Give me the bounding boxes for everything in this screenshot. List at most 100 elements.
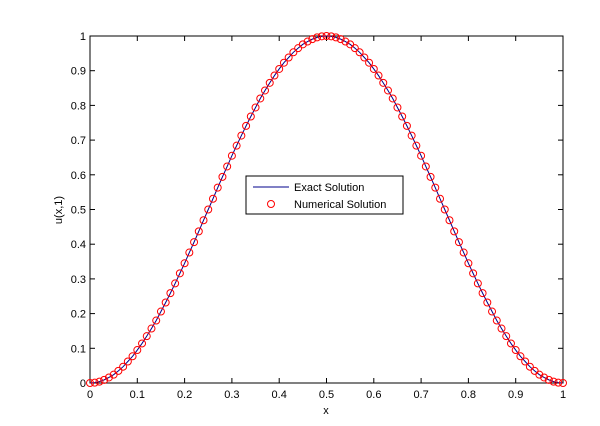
- data-point-numerical-solution: [128, 352, 137, 361]
- data-point-numerical-solution: [540, 373, 549, 382]
- data-point-numerical-solution: [506, 339, 515, 348]
- x-tick-label: 0.1: [130, 389, 145, 401]
- data-point-numerical-solution: [535, 370, 544, 379]
- data-point-numerical-solution: [279, 58, 288, 67]
- legend-label-exact: Exact Solution: [294, 182, 364, 194]
- data-point-numerical-solution: [483, 298, 492, 307]
- data-point-numerical-solution: [450, 227, 459, 236]
- y-tick-label: 0.7: [71, 135, 86, 147]
- legend-marker-numerical: [267, 200, 275, 208]
- data-point-numerical-solution: [251, 103, 260, 112]
- data-point-numerical-solution: [123, 357, 132, 366]
- y-tick-label: 0: [80, 378, 86, 390]
- x-tick-label: 0.9: [508, 389, 523, 401]
- data-point-numerical-solution: [350, 44, 359, 53]
- data-point-numerical-solution: [256, 94, 265, 103]
- data-point-numerical-solution: [190, 238, 199, 247]
- x-tick-label: 0.6: [366, 389, 381, 401]
- data-point-numerical-solution: [313, 33, 322, 42]
- data-point-numerical-solution: [331, 33, 340, 42]
- data-point-numerical-solution: [265, 78, 274, 87]
- data-point-numerical-solution: [156, 307, 165, 316]
- data-point-numerical-solution: [104, 373, 113, 382]
- data-point-numerical-solution: [86, 379, 94, 387]
- data-point-numerical-solution: [544, 375, 553, 384]
- data-point-numerical-solution: [360, 53, 369, 62]
- data-point-numerical-solution: [218, 172, 227, 181]
- data-point-numerical-solution: [180, 259, 189, 268]
- data-point-numerical-solution: [289, 48, 298, 57]
- tick-layer: 0 0.1 0.2 0.3 0.4 0.5 0.6 0.7 0.8 0.9 1 0 0.1 0.2 0.3 0…: [71, 31, 566, 401]
- y-tick-label: 0.8: [71, 100, 86, 112]
- data-point-numerical-solution: [492, 316, 501, 325]
- x-tick-label: 0.3: [224, 389, 239, 401]
- data-point-numerical-solution: [426, 172, 435, 181]
- data-point-numerical-solution: [223, 162, 232, 171]
- data-point-numerical-solution: [298, 40, 307, 49]
- series-layer: [86, 32, 567, 387]
- data-point-numerical-solution: [346, 40, 355, 49]
- data-point-numerical-solution: [421, 162, 430, 171]
- data-point-numerical-solution: [549, 377, 558, 386]
- data-point-numerical-solution: [445, 216, 454, 225]
- data-point-numerical-solution: [275, 64, 284, 73]
- data-point-numerical-solution: [185, 248, 194, 257]
- data-point-numerical-solution: [246, 112, 255, 121]
- x-tick-label: 0.5: [319, 389, 334, 401]
- data-point-numerical-solution: [175, 269, 184, 278]
- data-point-numerical-solution: [161, 298, 170, 307]
- data-point-numerical-solution: [336, 35, 345, 44]
- data-point-numerical-solution: [208, 194, 217, 203]
- y-tick-label: 0.4: [71, 239, 86, 251]
- data-point-numerical-solution: [393, 103, 402, 112]
- legend: Exact Solution Numerical Solution: [245, 175, 404, 215]
- data-point-numerical-solution: [374, 71, 383, 80]
- data-point-numerical-solution: [464, 259, 473, 268]
- data-point-numerical-solution: [138, 339, 147, 348]
- data-point-numerical-solution: [521, 357, 530, 366]
- data-point-numerical-solution: [100, 375, 109, 384]
- x-tick-label: 0.7: [413, 389, 428, 401]
- data-point-numerical-solution: [133, 346, 142, 355]
- y-tick-label: 0.3: [71, 274, 86, 286]
- x-tick-label: 0.4: [272, 389, 287, 401]
- data-point-numerical-solution: [436, 194, 445, 203]
- data-point-numerical-solution: [412, 141, 421, 150]
- data-point-numerical-solution: [383, 86, 392, 95]
- data-point-numerical-solution: [237, 131, 246, 140]
- data-point-numerical-solution: [431, 183, 440, 192]
- data-point-numerical-solution: [355, 48, 364, 57]
- data-point-numerical-solution: [242, 121, 251, 130]
- data-point-numerical-solution: [270, 71, 279, 80]
- data-point-numerical-solution: [204, 205, 213, 214]
- data-point-numerical-solution: [369, 64, 378, 73]
- data-point-numerical-solution: [497, 324, 506, 333]
- data-point-numerical-solution: [525, 362, 534, 371]
- x-axis-label: x: [323, 405, 329, 417]
- data-point-numerical-solution: [407, 131, 416, 140]
- data-point-numerical-solution: [194, 227, 203, 236]
- data-point-numerical-solution: [109, 370, 118, 379]
- data-point-numerical-solution: [379, 78, 388, 87]
- data-point-numerical-solution: [114, 366, 123, 375]
- data-point-numerical-solution: [308, 35, 317, 44]
- data-point-numerical-solution: [90, 378, 99, 387]
- data-point-numerical-solution: [147, 324, 156, 333]
- data-point-numerical-solution: [530, 366, 539, 375]
- data-point-numerical-solution: [213, 183, 222, 192]
- data-point-numerical-solution: [317, 32, 326, 41]
- data-point-numerical-solution: [142, 332, 151, 341]
- data-point-numerical-solution: [554, 378, 563, 387]
- y-axis-label: u(x,1): [53, 196, 65, 224]
- data-point-numerical-solution: [516, 352, 525, 361]
- data-point-numerical-solution: [227, 151, 236, 160]
- data-point-numerical-solution: [473, 279, 482, 288]
- data-point-numerical-solution: [294, 44, 303, 53]
- data-point-numerical-solution: [459, 248, 468, 257]
- data-point-numerical-solution: [402, 121, 411, 130]
- data-point-numerical-solution: [119, 362, 128, 371]
- x-tick-label: 0.2: [177, 389, 192, 401]
- data-point-numerical-solution: [469, 269, 478, 278]
- data-point-numerical-solution: [488, 307, 497, 316]
